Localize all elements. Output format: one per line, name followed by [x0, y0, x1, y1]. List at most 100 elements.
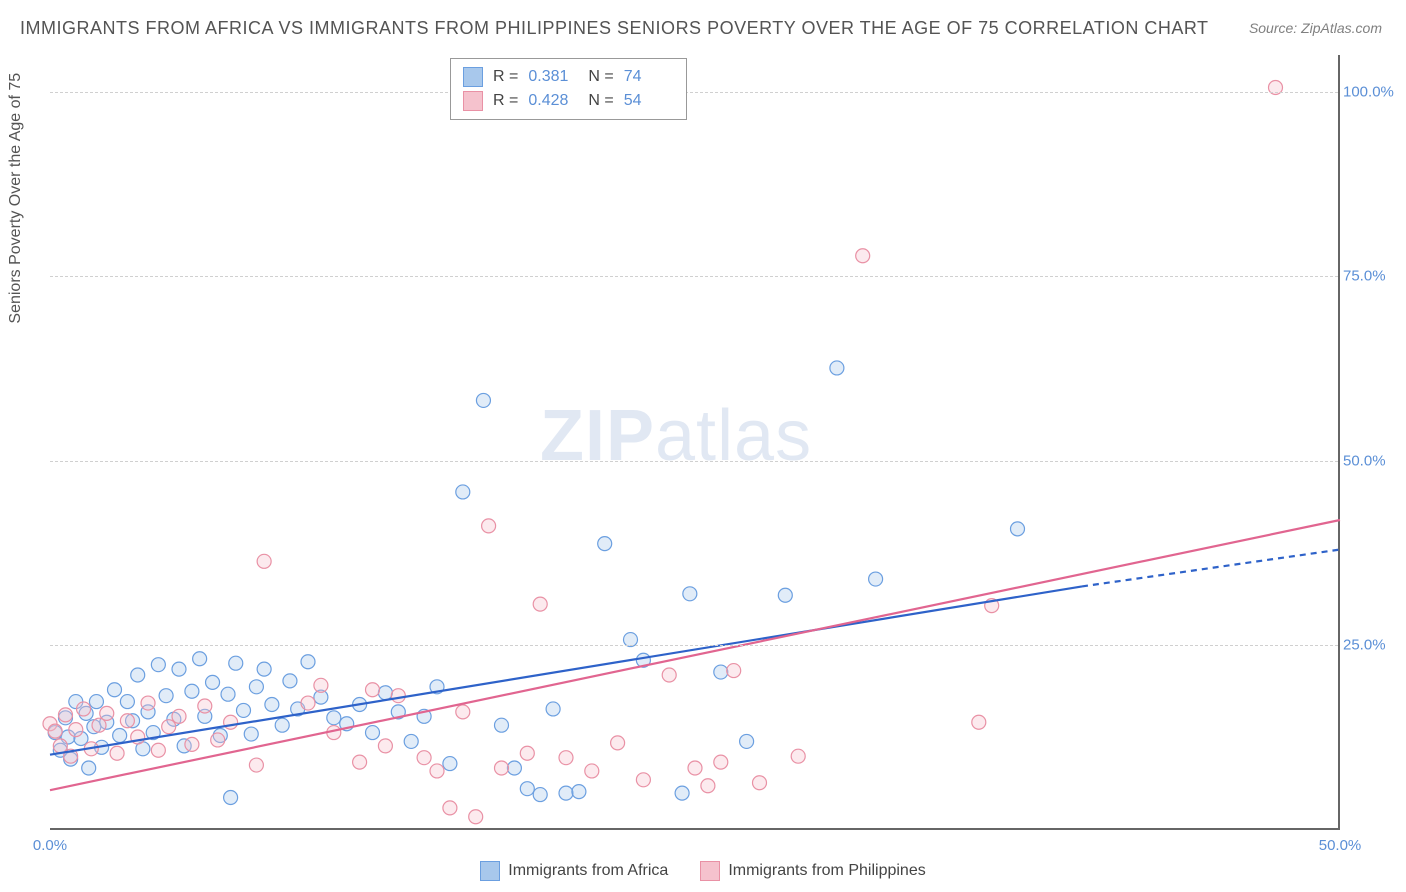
data-point	[701, 779, 715, 793]
data-point	[546, 702, 560, 716]
data-point	[131, 668, 145, 682]
data-point	[482, 519, 496, 533]
data-point	[108, 683, 122, 697]
data-point	[495, 718, 509, 732]
legend-label: Immigrants from Philippines	[728, 862, 925, 880]
data-point	[162, 720, 176, 734]
data-point	[624, 633, 638, 647]
data-point	[211, 733, 225, 747]
data-point	[257, 662, 271, 676]
data-point	[572, 785, 586, 799]
data-point	[275, 718, 289, 732]
data-point	[688, 761, 702, 775]
data-point	[507, 761, 521, 775]
data-point	[443, 757, 457, 771]
data-point	[151, 658, 165, 672]
data-point	[185, 737, 199, 751]
data-point	[206, 675, 220, 689]
legend-swatch	[463, 91, 483, 111]
legend-r-label: R =	[493, 92, 518, 110]
legend-stat-row: R =0.428N =54	[463, 89, 674, 113]
data-point	[714, 755, 728, 769]
legend-n-label: N =	[588, 68, 613, 86]
data-point	[378, 739, 392, 753]
data-point	[257, 554, 271, 568]
data-point	[224, 791, 238, 805]
data-point	[520, 746, 534, 760]
data-point	[100, 706, 114, 720]
data-point	[48, 724, 62, 738]
data-point	[301, 696, 315, 710]
data-point	[559, 786, 573, 800]
data-point	[495, 761, 509, 775]
trend-line	[50, 520, 1340, 790]
trend-line-ext	[1082, 550, 1340, 587]
data-point	[533, 788, 547, 802]
x-tick-label: 50.0%	[1319, 837, 1362, 854]
data-point	[89, 695, 103, 709]
data-point	[58, 708, 72, 722]
data-point	[69, 723, 83, 737]
legend-label: Immigrants from Africa	[508, 862, 668, 880]
legend-series: Immigrants from Africa Immigrants from Ph…	[0, 861, 1406, 886]
data-point	[249, 758, 263, 772]
data-point	[778, 588, 792, 602]
legend-n-value: 74	[624, 68, 674, 86]
data-point	[469, 810, 483, 824]
data-point	[476, 393, 490, 407]
legend-item: Immigrants from Philippines	[700, 861, 925, 881]
legend-swatch	[480, 861, 500, 881]
legend-n-value: 54	[624, 92, 674, 110]
data-point	[856, 249, 870, 263]
data-point	[229, 656, 243, 670]
data-point	[353, 755, 367, 769]
data-point	[193, 652, 207, 666]
gridline	[50, 92, 1338, 93]
scatter-svg	[50, 55, 1338, 828]
data-point	[141, 696, 155, 710]
data-point	[172, 662, 186, 676]
data-point	[869, 572, 883, 586]
chart-title: IMMIGRANTS FROM AFRICA VS IMMIGRANTS FRO…	[20, 18, 1209, 39]
y-axis-title: Seniors Poverty Over the Age of 75	[7, 73, 25, 324]
data-point	[585, 764, 599, 778]
data-point	[791, 749, 805, 763]
data-point	[740, 734, 754, 748]
data-point	[683, 587, 697, 601]
y-tick-label: 75.0%	[1343, 268, 1398, 285]
data-point	[456, 705, 470, 719]
data-point	[283, 674, 297, 688]
data-point	[443, 801, 457, 815]
data-point	[830, 361, 844, 375]
data-point	[611, 736, 625, 750]
data-point	[314, 678, 328, 692]
data-point	[110, 746, 124, 760]
data-point	[185, 684, 199, 698]
data-point	[598, 537, 612, 551]
data-point	[113, 729, 127, 743]
data-point	[520, 782, 534, 796]
data-point	[82, 761, 96, 775]
data-point	[366, 726, 380, 740]
data-point	[727, 664, 741, 678]
data-point	[675, 786, 689, 800]
data-point	[417, 751, 431, 765]
data-point	[120, 695, 134, 709]
data-point	[53, 739, 67, 753]
legend-item: Immigrants from Africa	[480, 861, 668, 881]
data-point	[559, 751, 573, 765]
legend-stats: R =0.381N =74R =0.428N =54	[450, 58, 687, 120]
gridline	[50, 461, 1338, 462]
data-point	[456, 485, 470, 499]
data-point	[172, 709, 186, 723]
data-point	[378, 686, 392, 700]
gridline	[50, 645, 1338, 646]
data-point	[265, 698, 279, 712]
legend-n-label: N =	[588, 92, 613, 110]
y-tick-label: 100.0%	[1343, 83, 1398, 100]
data-point	[366, 683, 380, 697]
data-point	[77, 702, 91, 716]
gridline	[50, 276, 1338, 277]
data-point	[159, 689, 173, 703]
legend-swatch	[463, 67, 483, 87]
